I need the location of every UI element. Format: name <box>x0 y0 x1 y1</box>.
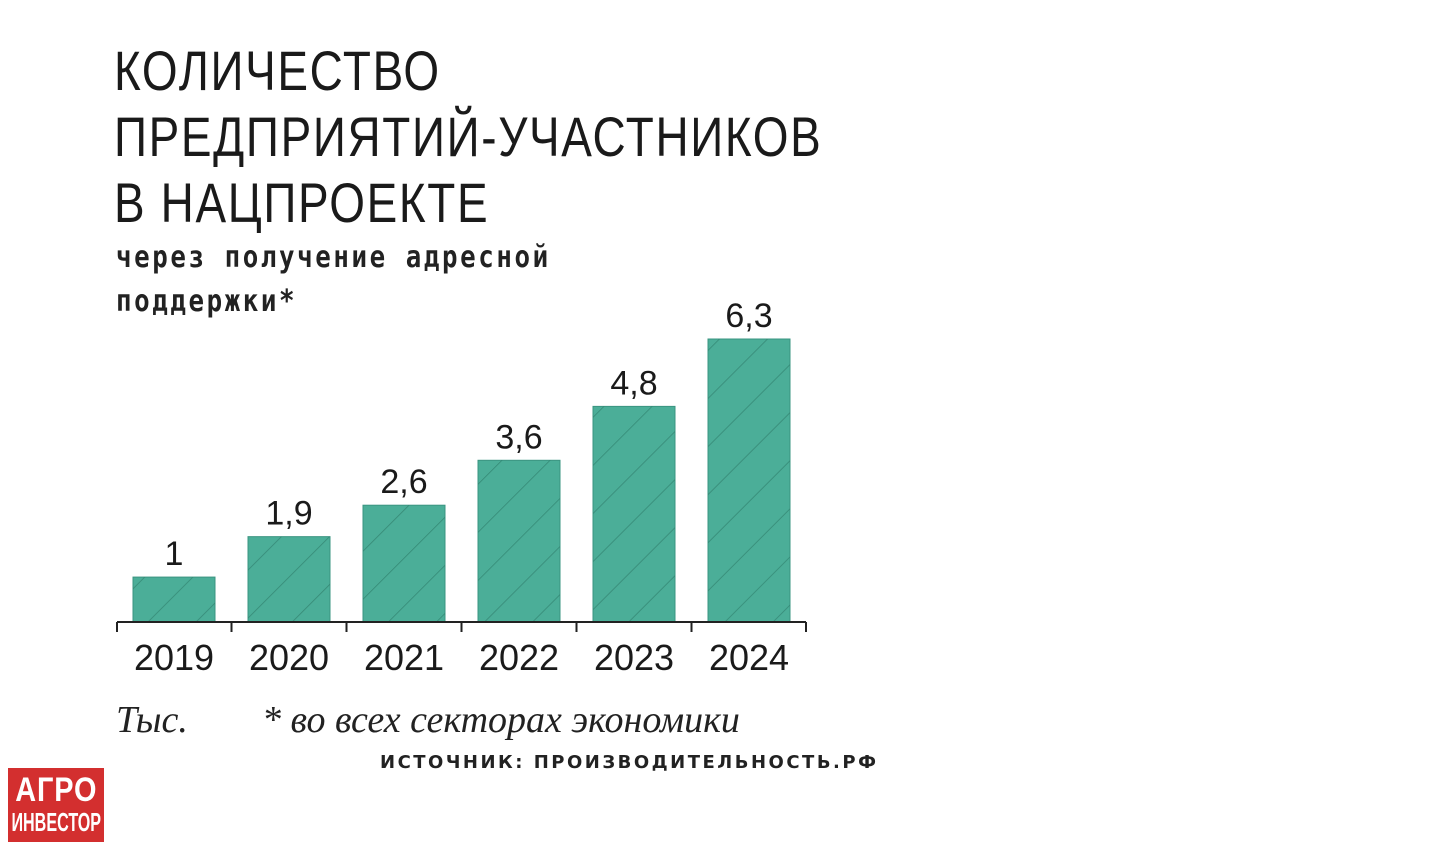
value-label-2024: 6,3 <box>725 297 772 335</box>
chart-title: КОЛИЧЕСТВО ПРЕДПРИЯТИЙ-УЧАСТНИКОВ В НАЦП… <box>114 38 822 236</box>
x-tick-label-2022: 2022 <box>479 637 559 678</box>
value-label-2020: 1,9 <box>265 495 312 533</box>
value-label-2023: 4,8 <box>610 364 657 402</box>
bar-hatch-2022 <box>478 460 560 622</box>
bar-hatch-2023 <box>593 406 675 622</box>
title-line-1: КОЛИЧЕСТВО <box>114 39 441 102</box>
title-line-2: ПРЕДПРИЯТИЙ-УЧАСТНИКОВ <box>114 105 823 168</box>
x-tick-label-2024: 2024 <box>709 637 789 678</box>
chart-subtitle: через получение адресной поддержки* <box>116 236 551 324</box>
bar-hatch-2021 <box>363 505 445 622</box>
logo-line-1: АГРО <box>14 771 98 809</box>
unit-label: Тыс. <box>116 699 188 741</box>
x-tick-label-2019: 2019 <box>134 637 214 678</box>
footnote: * во всех секторах экономики <box>262 699 740 741</box>
agroinvestor-logo: АГРО ИНВЕСТОР <box>8 768 104 842</box>
source-credit: ИСТОЧНИК: ПРОИЗВОДИТЕЛЬНОСТЬ.РФ <box>380 752 879 773</box>
bar-hatch-2024 <box>708 339 790 622</box>
x-tick-label-2020: 2020 <box>249 637 329 678</box>
subtitle-line-2: поддержки* <box>116 284 298 319</box>
value-label-2022: 3,6 <box>495 418 542 456</box>
bar-hatch-2019 <box>133 577 215 622</box>
value-label-2019: 1 <box>165 535 184 573</box>
logo-line-2: ИНВЕСТОР <box>11 807 101 837</box>
value-label-2021: 2,6 <box>380 463 427 501</box>
title-line-3: В НАЦПРОЕКТЕ <box>114 171 490 234</box>
subtitle-line-1: через получение адресной <box>116 240 551 275</box>
x-tick-label-2021: 2021 <box>364 637 444 678</box>
x-tick-label-2023: 2023 <box>594 637 674 678</box>
bar-hatch-2020 <box>248 536 330 622</box>
